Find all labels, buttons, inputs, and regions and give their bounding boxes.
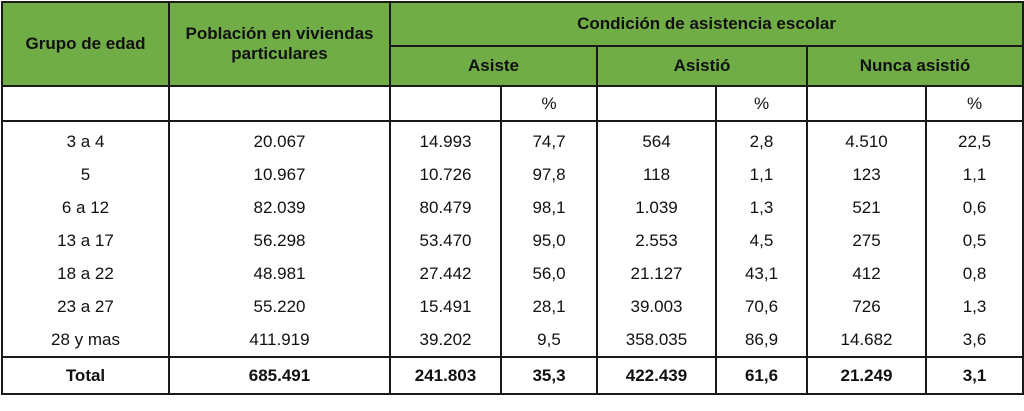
table-cell: 5	[1, 158, 170, 191]
table-cell: 39.003	[596, 290, 717, 323]
table-row: 18 a 22 48.981 27.442 56,0 21.127 43,1 412 0,8	[1, 257, 1024, 290]
table-cell: 1.039	[596, 191, 717, 224]
table-cell: 55.220	[168, 290, 391, 323]
percent-header-row: % % %	[1, 85, 1024, 122]
table-cell: 1,1	[924, 158, 1024, 191]
table-cell: 56.298	[168, 224, 391, 257]
table-cell: 15.491	[389, 290, 502, 323]
table-cell: 123	[806, 158, 927, 191]
table-cell: 70,6	[715, 290, 808, 323]
table-cell: 82.039	[168, 191, 391, 224]
table-cell: 28,1	[500, 290, 598, 323]
header-age-group: Grupo de edad	[1, 1, 170, 87]
table-cell: 521	[806, 191, 927, 224]
total-cell: 422.439	[596, 356, 717, 395]
table-row: 5 10.967 10.726 97,8 118 1,1 123 1,1	[1, 158, 1024, 191]
table-cell: 97,8	[500, 158, 598, 191]
table-cell: 14.993	[389, 121, 502, 158]
table-cell: 2,8	[715, 121, 808, 158]
table-cell: 0,5	[924, 224, 1024, 257]
table-cell: 411.919	[168, 323, 391, 357]
total-cell: 685.491	[168, 356, 391, 395]
table-row: 13 a 17 56.298 53.470 95,0 2.553 4,5 275 0,5	[1, 224, 1024, 257]
table-cell: 95,0	[500, 224, 598, 257]
table-cell: 13 a 17	[1, 224, 170, 257]
header-population: Población en viviendas particulares	[168, 1, 391, 87]
table-cell: 275	[806, 224, 927, 257]
total-row: Total 685.491 241.803 35,3 422.439 61,6 21.249…	[1, 356, 1024, 395]
total-cell: 241.803	[389, 356, 502, 395]
total-cell: 3,1	[924, 356, 1024, 395]
table-cell: 358.035	[596, 323, 717, 357]
table-cell: 43,1	[715, 257, 808, 290]
table-cell: 1,3	[715, 191, 808, 224]
table-cell: 3,6	[924, 323, 1024, 357]
table-cell: 28 y mas	[1, 323, 170, 357]
table-cell: 4,5	[715, 224, 808, 257]
table-cell: 27.442	[389, 257, 502, 290]
header-asiste: Asiste	[389, 45, 598, 87]
header-condition: Condición de asistencia escolar	[388, 1, 1024, 47]
table-cell: 3 a 4	[1, 121, 170, 158]
total-cell: Total	[1, 356, 170, 395]
table-cell: 0,6	[924, 191, 1024, 224]
table-cell: 39.202	[389, 323, 502, 357]
table-row: 3 a 4 20.067 14.993 74,7 564 2,8 4.510 22,5	[1, 121, 1024, 158]
table-cell: 22,5	[924, 121, 1024, 158]
table-cell: 21.127	[596, 257, 717, 290]
table-cell: 86,9	[715, 323, 808, 357]
table-cell: 9,5	[500, 323, 598, 357]
table-cell: 118	[596, 158, 717, 191]
table-cell: 56,0	[500, 257, 598, 290]
header-asistio: Asistió	[596, 45, 808, 87]
table-cell: 53.470	[389, 224, 502, 257]
table-cell: 18 a 22	[1, 257, 170, 290]
table-cell: 726	[806, 290, 927, 323]
table-cell: 1,3	[924, 290, 1024, 323]
table-row: 28 y mas 411.919 39.202 9,5 358.035 86,9 14.68…	[1, 323, 1024, 357]
table-cell: 4.510	[806, 121, 927, 158]
total-cell: 21.249	[806, 356, 927, 395]
table-cell: 10.726	[389, 158, 502, 191]
table-cell: 80.479	[389, 191, 502, 224]
table-cell: 0,8	[924, 257, 1024, 290]
table-cell: 14.682	[806, 323, 927, 357]
table-cell: 10.967	[168, 158, 391, 191]
table-cell: 23 a 27	[1, 290, 170, 323]
school-attendance-table: Grupo de edad Población en viviendas par…	[1, 1, 1024, 395]
table-cell: 2.553	[596, 224, 717, 257]
table-cell: 412	[806, 257, 927, 290]
table-cell: 564	[596, 121, 717, 158]
table-row: 6 a 12 82.039 80.479 98,1 1.039 1,3 521 0,6	[1, 191, 1024, 224]
table-cell: 98,1	[500, 191, 598, 224]
total-cell: 61,6	[715, 356, 808, 395]
pct-label: %	[715, 85, 808, 122]
table-cell: 20.067	[168, 121, 391, 158]
table-cell: 74,7	[500, 121, 598, 158]
total-cell: 35,3	[500, 356, 598, 395]
pct-label: %	[924, 85, 1024, 122]
header-nunca-asistio: Nunca asistió	[805, 45, 1024, 87]
pct-label: %	[500, 85, 598, 122]
table-cell: 48.981	[168, 257, 391, 290]
table-cell: 6 a 12	[1, 191, 170, 224]
table-row: 23 a 27 55.220 15.491 28,1 39.003 70,6 726 1,3	[1, 290, 1024, 323]
table-cell: 1,1	[715, 158, 808, 191]
